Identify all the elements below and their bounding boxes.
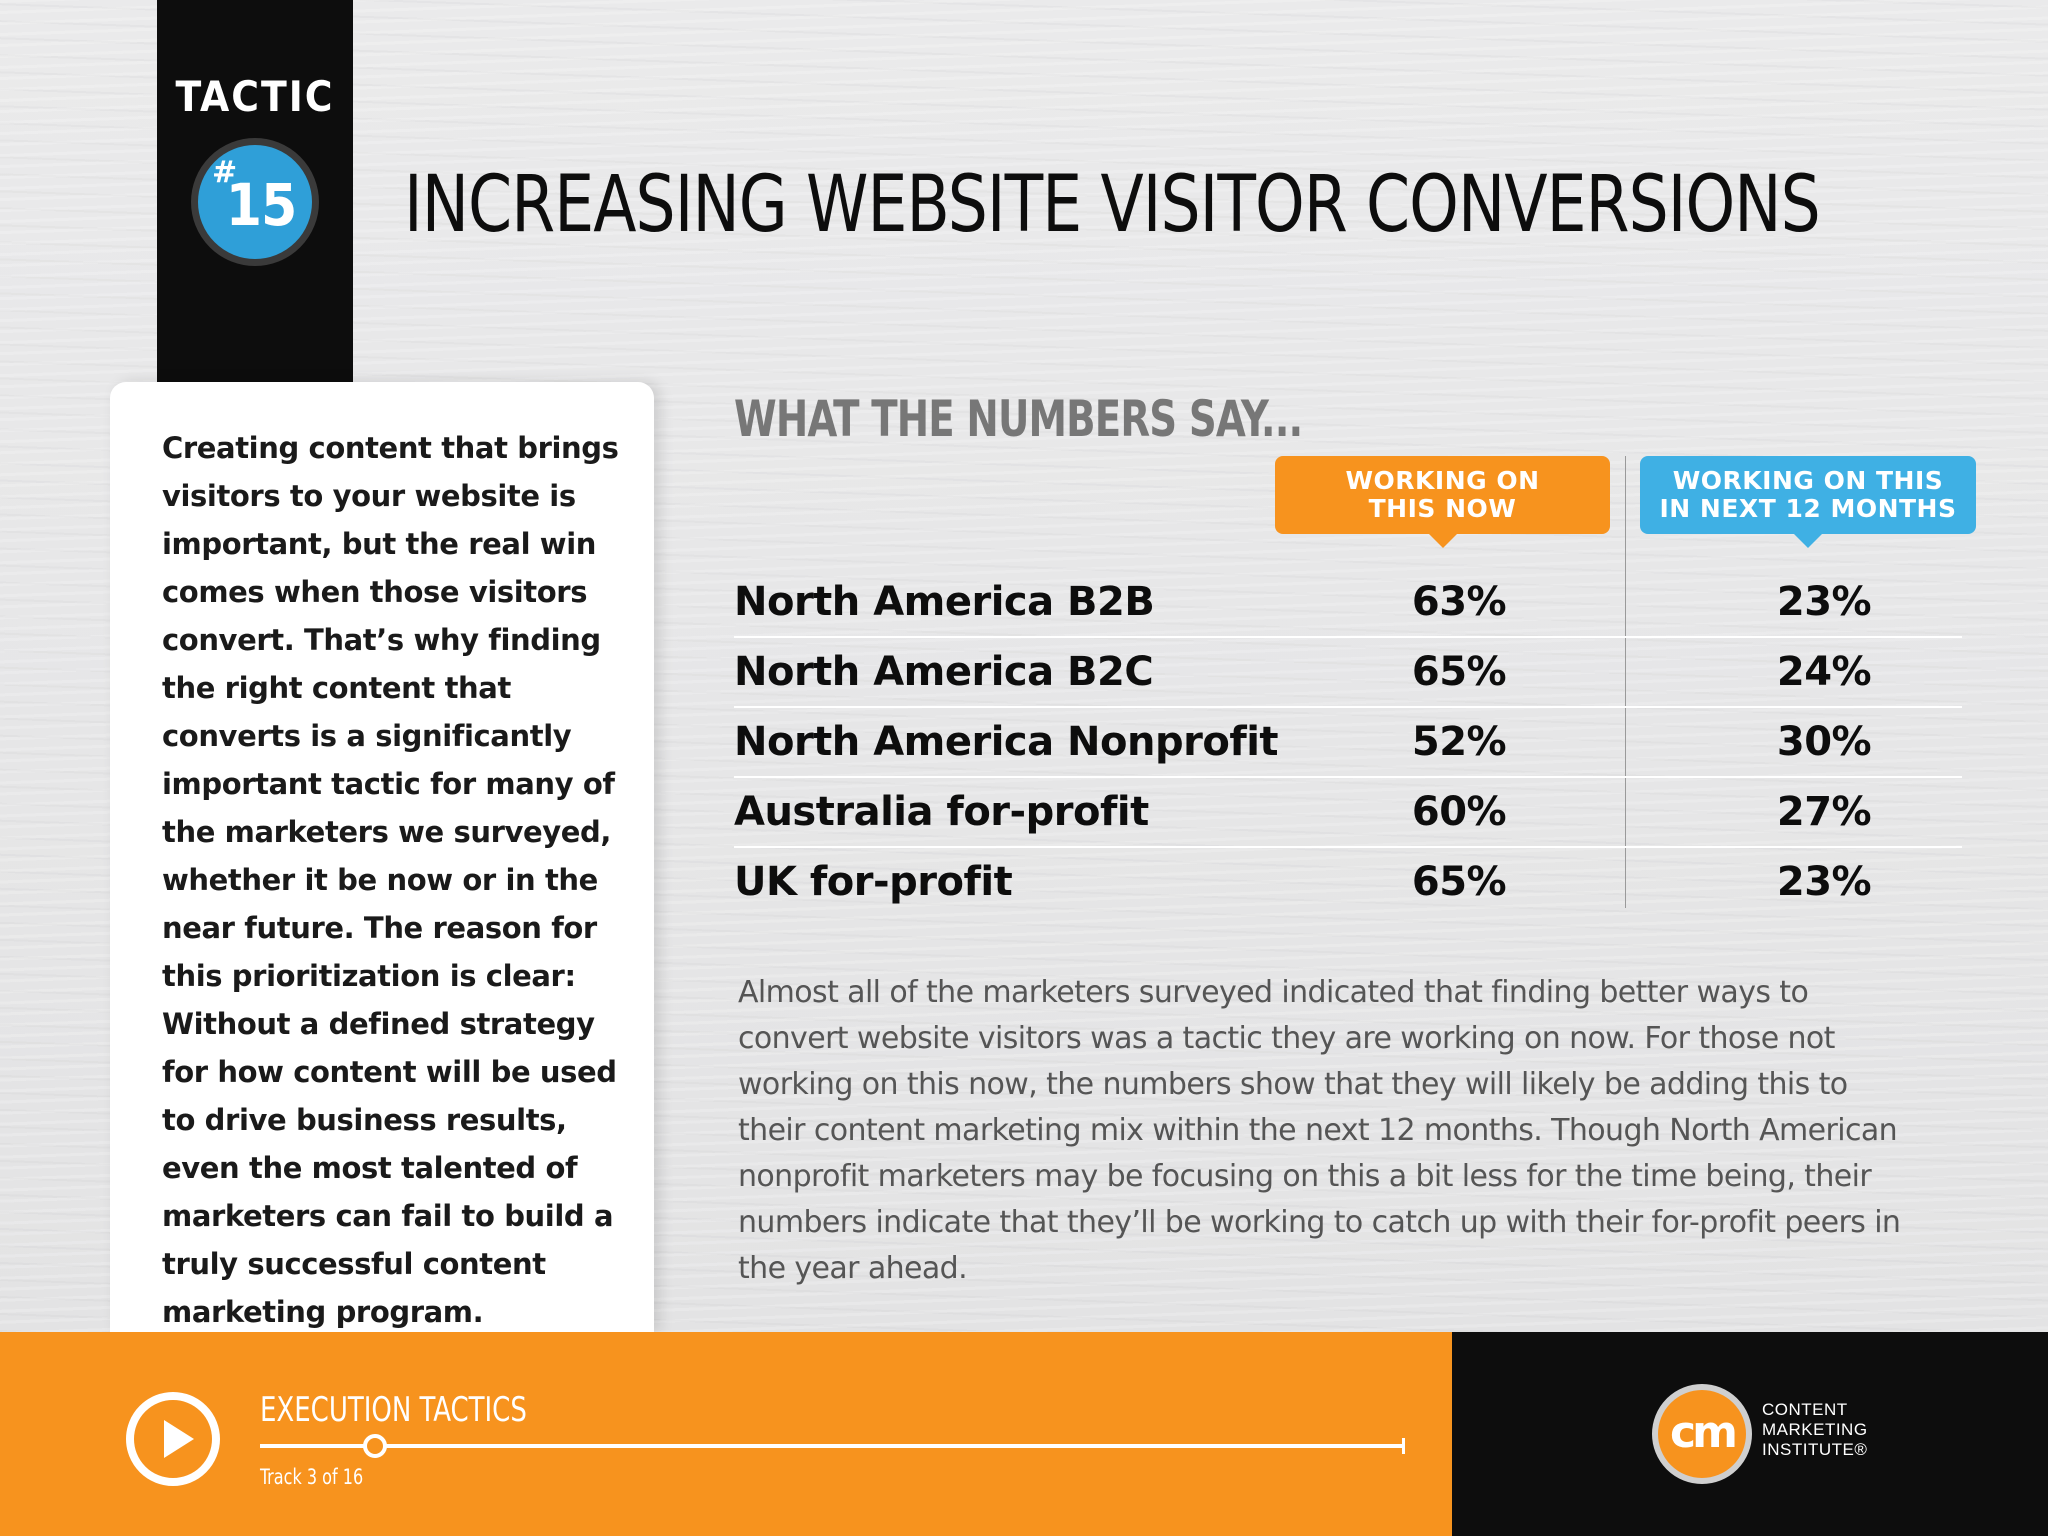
tactic-hash: #: [212, 155, 238, 190]
now-value: 60%: [1411, 789, 1507, 835]
footer-player-bar: [0, 1332, 1452, 1536]
cmi-logo-name: CONTENT MARKETING INSTITUTE®: [1762, 1400, 1868, 1459]
intro-text: Creating content that brings visitors to…: [162, 431, 619, 1329]
track-progress-knob[interactable]: [362, 1434, 387, 1458]
region-label: North America Nonprofit: [734, 719, 1279, 765]
next-value: 24%: [1776, 649, 1872, 695]
table-row: Australia for-profit 60% 27%: [734, 778, 1962, 848]
track-end-marker: [1402, 1438, 1405, 1454]
play-icon: [164, 1420, 194, 1458]
tactic-number: 15: [225, 171, 298, 239]
next-value: 27%: [1776, 789, 1872, 835]
summary-text: Almost all of the marketers surveyed ind…: [738, 975, 1901, 1286]
table-row: North America B2C 65% 24%: [734, 638, 1962, 708]
column-header-next-label: WORKING ON THIS IN NEXT 12 MONTHS: [1659, 466, 1957, 523]
next-value: 23%: [1776, 859, 1872, 905]
track-progress-bar[interactable]: [260, 1438, 1405, 1454]
play-button[interactable]: [126, 1392, 220, 1486]
column-header-now: WORKING ON THIS NOW: [1275, 456, 1610, 548]
now-value: 52%: [1411, 719, 1507, 765]
region-label: North America B2B: [734, 579, 1155, 625]
next-value: 23%: [1776, 579, 1872, 625]
track-title: EXECUTION TACTICS: [260, 1390, 527, 1430]
cmi-logo-icon: cm: [1652, 1384, 1752, 1484]
now-value: 63%: [1411, 579, 1507, 625]
page-title: INCREASING WEBSITE VISITOR CONVERSIONS: [404, 160, 1821, 250]
region-label: Australia for-profit: [734, 789, 1149, 835]
numbers-table: North America B2B 63% 23% North America …: [734, 568, 1962, 916]
next-value: 30%: [1776, 719, 1872, 765]
column-header-next: WORKING ON THIS IN NEXT 12 MONTHS: [1640, 456, 1976, 548]
table-row: UK for-profit 65% 23%: [734, 848, 1962, 916]
column-header-now-label: WORKING ON THIS NOW: [1345, 466, 1540, 523]
region-label: UK for-profit: [734, 859, 1013, 905]
table-row: North America B2B 63% 23%: [734, 568, 1962, 638]
region-label: North America B2C: [734, 649, 1154, 695]
tactic-tab: TACTIC # 15: [157, 0, 353, 382]
track-counter: Track 3 of 16: [260, 1465, 364, 1489]
numbers-heading: WHAT THE NUMBERS SAY...: [734, 390, 1303, 448]
tactic-label: TACTIC: [175, 72, 335, 121]
table-row: North America Nonprofit 52% 30%: [734, 708, 1962, 778]
intro-card: Creating content that brings visitors to…: [110, 382, 654, 1332]
tactic-number-badge: # 15: [191, 138, 319, 266]
column-divider: [1625, 456, 1626, 908]
now-value: 65%: [1411, 859, 1507, 905]
now-value: 65%: [1411, 649, 1507, 695]
cmi-logo-mark: cm: [1670, 1406, 1738, 1458]
